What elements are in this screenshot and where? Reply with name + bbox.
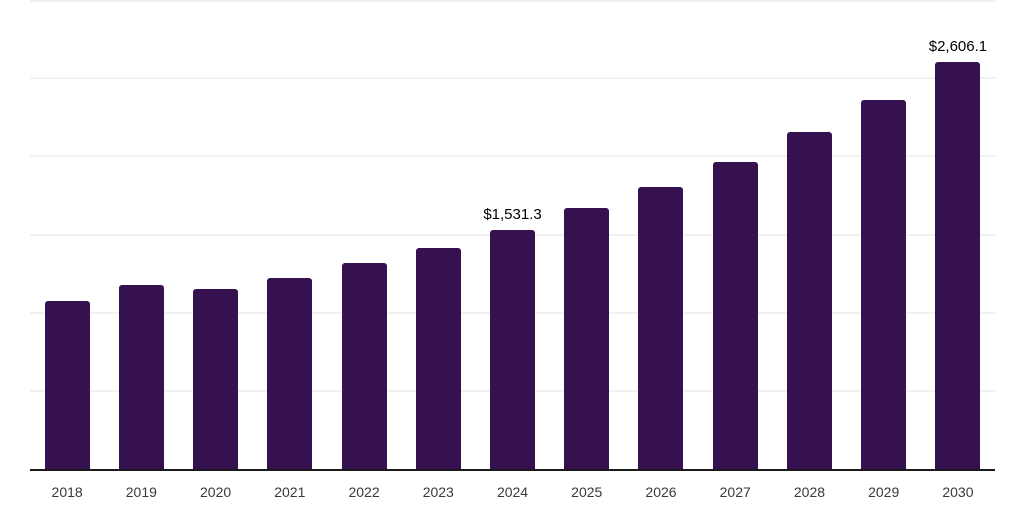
bar-slot-2018 bbox=[30, 0, 104, 469]
bar-2029 bbox=[861, 100, 907, 469]
bar-slot-2027 bbox=[698, 0, 772, 469]
bar-2028 bbox=[786, 132, 832, 469]
x-tick-2021: 2021 bbox=[274, 484, 306, 500]
x-tick-2020: 2020 bbox=[200, 484, 232, 500]
bar-slot-2024: $1,531.3 bbox=[475, 0, 549, 469]
x-tick-2018: 2018 bbox=[51, 484, 83, 500]
x-tick-2024: 2024 bbox=[496, 484, 529, 500]
x-tick-2030: 2030 bbox=[942, 484, 974, 500]
gridline-2500 bbox=[30, 77, 995, 80]
x-tick-2022: 2022 bbox=[348, 484, 380, 500]
x-tick-2023: 2023 bbox=[422, 484, 454, 500]
data-label-2024: $1,531.3 bbox=[483, 205, 542, 223]
bar-2025 bbox=[564, 207, 610, 469]
bar-series: $1,531.3 $2,606.1 bbox=[30, 0, 995, 469]
gridline-2000 bbox=[30, 155, 995, 158]
data-label-2030: $2,606.1 bbox=[928, 37, 988, 55]
bar-2026 bbox=[638, 186, 684, 469]
x-tick-2019: 2019 bbox=[125, 484, 157, 500]
bar-slot-2028 bbox=[772, 0, 846, 469]
bar-2030 bbox=[935, 61, 981, 469]
bar-slot-2026 bbox=[624, 0, 698, 469]
bar-2027 bbox=[712, 161, 758, 469]
bar-2024 bbox=[490, 229, 536, 469]
x-axis-labels: 2018 2019 2020 2021 2022 2023 2024 2025 2026 2027… bbox=[30, 471, 995, 500]
x-tick-2026: 2026 bbox=[645, 484, 677, 500]
bar-slot-2020 bbox=[178, 0, 252, 469]
plot-area: $1,531.3 $2,606.1 bbox=[30, 0, 995, 471]
bar-slot-2025 bbox=[550, 0, 624, 469]
bar-slot-2029 bbox=[847, 0, 921, 469]
bar-slot-2021 bbox=[253, 0, 327, 469]
x-tick-2025: 2025 bbox=[571, 484, 603, 500]
bar-2021 bbox=[267, 277, 313, 469]
bar-slot-2019 bbox=[104, 0, 178, 469]
bar-2023 bbox=[415, 247, 461, 469]
bar-2019 bbox=[118, 285, 164, 469]
bar-2022 bbox=[341, 262, 387, 469]
bar-slot-2030: $2,606.1 bbox=[921, 0, 995, 469]
bar-slot-2023 bbox=[401, 0, 475, 469]
bar-2020 bbox=[193, 289, 239, 469]
x-tick-2027: 2027 bbox=[719, 484, 751, 500]
bar-2018 bbox=[44, 300, 90, 469]
x-tick-2028: 2028 bbox=[793, 484, 826, 500]
gridline-3000 bbox=[30, 0, 995, 2]
bar-slot-2022 bbox=[327, 0, 401, 469]
x-tick-2029: 2029 bbox=[868, 484, 900, 500]
